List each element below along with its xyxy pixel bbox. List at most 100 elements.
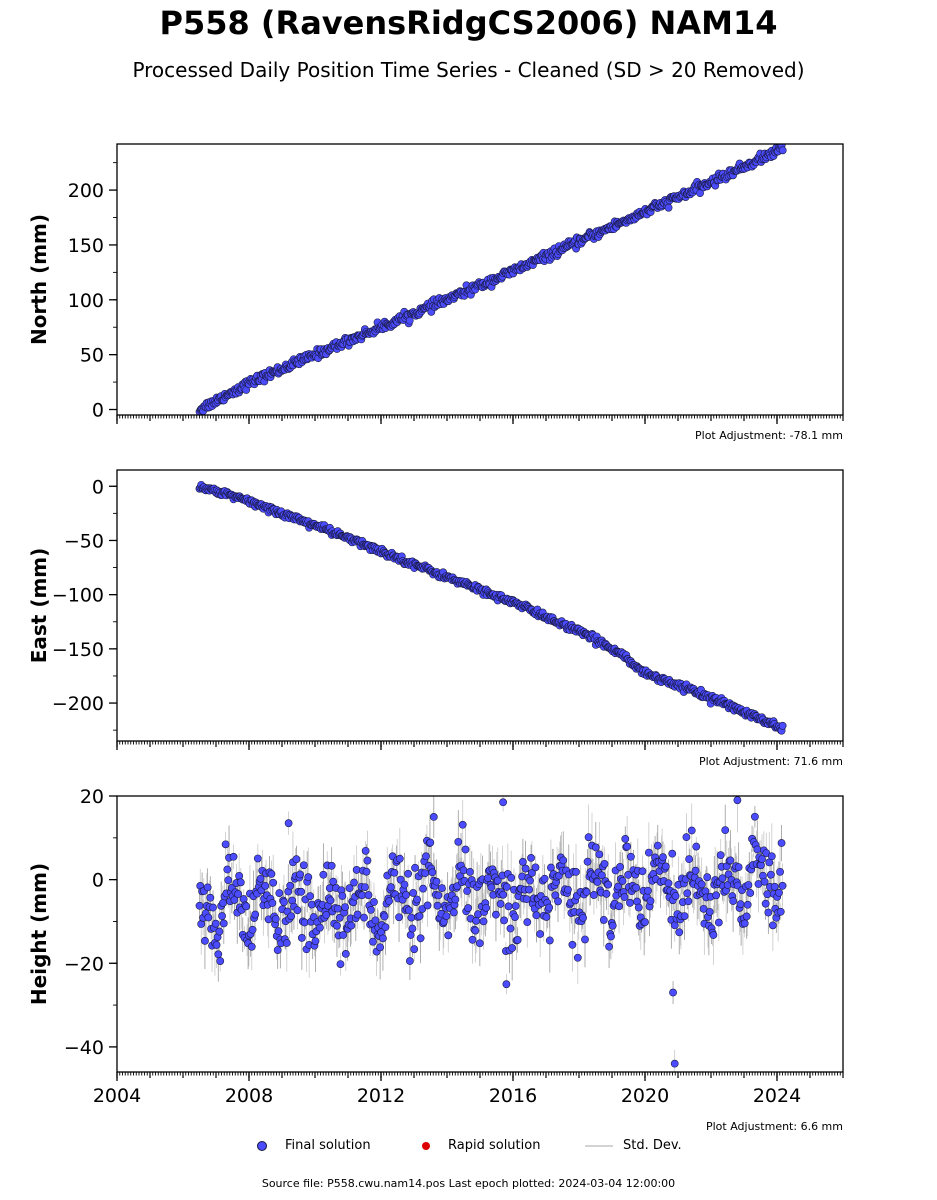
data-point <box>273 946 282 954</box>
plot-area-height <box>195 796 787 1072</box>
source-footer: Source file: P558.cwu.nam14.pos Last epo… <box>261 1177 676 1190</box>
data-point <box>271 915 280 923</box>
data-point <box>292 855 301 864</box>
data-point <box>284 819 293 828</box>
data-point <box>484 874 492 883</box>
data-point <box>527 853 535 862</box>
data-point <box>201 936 209 945</box>
data-point <box>405 957 414 965</box>
data-point <box>683 889 692 898</box>
data-point <box>767 852 776 861</box>
data-point <box>472 916 481 925</box>
data-point <box>413 895 421 904</box>
data-point <box>506 924 515 933</box>
data-point <box>554 897 562 906</box>
data-point <box>275 889 284 897</box>
legend-std-marker <box>585 1144 613 1147</box>
data-point <box>696 189 704 198</box>
data-point <box>691 866 700 875</box>
data-point <box>618 877 627 885</box>
data-point <box>224 876 233 885</box>
data-point <box>525 885 534 894</box>
data-point <box>268 899 277 907</box>
data-point <box>195 901 204 910</box>
data-point <box>593 878 602 886</box>
data-point <box>761 899 770 908</box>
data-point <box>714 918 723 927</box>
data-point <box>675 928 684 937</box>
data-point <box>379 934 387 943</box>
x-tick-label: 2016 <box>489 1085 537 1107</box>
data-point <box>280 898 288 907</box>
data-point <box>768 921 777 930</box>
y-tick-label: 0 <box>92 476 104 498</box>
x-tick-label: 2024 <box>753 1085 801 1107</box>
data-point <box>405 316 414 325</box>
legend-final-label: Final solution <box>285 1138 371 1153</box>
data-point <box>408 924 417 933</box>
data-point <box>471 926 480 935</box>
data-point <box>540 874 549 883</box>
data-point <box>203 883 212 892</box>
data-point <box>256 874 265 883</box>
data-point <box>518 857 527 866</box>
data-point <box>400 880 409 889</box>
data-point <box>513 936 522 944</box>
data-point <box>522 895 531 904</box>
data-point <box>668 849 677 858</box>
data-point <box>402 891 410 899</box>
data-point <box>644 886 652 895</box>
data-point <box>502 883 511 891</box>
data-point <box>718 874 727 883</box>
plot-adjustment-east: Plot Adjustment: 71.6 mm <box>699 755 843 768</box>
data-point <box>411 863 419 872</box>
data-point <box>734 863 743 872</box>
data-point <box>293 906 302 915</box>
data-point <box>542 913 551 921</box>
y-axis-label-east: East (mm) <box>27 548 51 664</box>
data-point <box>475 939 484 948</box>
y-axis-label-height: Height (mm) <box>27 863 51 1005</box>
data-point <box>419 884 427 893</box>
data-point <box>466 867 474 876</box>
data-point <box>404 906 413 915</box>
data-point <box>415 912 424 921</box>
data-point <box>297 934 306 942</box>
data-point <box>395 854 404 863</box>
data-point <box>664 879 673 888</box>
data-point <box>449 908 458 917</box>
data-point <box>682 833 691 842</box>
data-point <box>229 852 238 861</box>
data-point <box>218 912 226 920</box>
data-point <box>583 857 592 866</box>
data-point <box>614 882 623 891</box>
data-point <box>547 863 555 872</box>
data-point <box>659 853 667 862</box>
data-point <box>282 939 291 947</box>
data-point <box>777 839 786 847</box>
data-point <box>438 884 446 893</box>
data-point <box>468 935 477 944</box>
data-point <box>721 826 730 835</box>
data-point <box>454 837 463 846</box>
data-point <box>623 842 632 851</box>
data-point <box>775 888 783 897</box>
data-point <box>347 921 356 930</box>
data-point <box>764 908 773 917</box>
data-point <box>581 935 589 944</box>
data-point <box>634 903 643 912</box>
data-point <box>253 854 262 863</box>
data-point <box>209 903 217 912</box>
data-point <box>242 902 251 911</box>
data-point <box>422 852 430 861</box>
data-point <box>499 890 508 899</box>
data-point <box>500 916 508 925</box>
x-tick-label: 2012 <box>357 1085 405 1107</box>
data-point <box>776 867 784 876</box>
data-point <box>433 901 442 910</box>
y-tick-label: 20 <box>80 786 104 808</box>
data-point <box>591 843 600 852</box>
data-point <box>684 897 693 906</box>
data-point <box>632 883 641 892</box>
data-point <box>364 891 373 899</box>
